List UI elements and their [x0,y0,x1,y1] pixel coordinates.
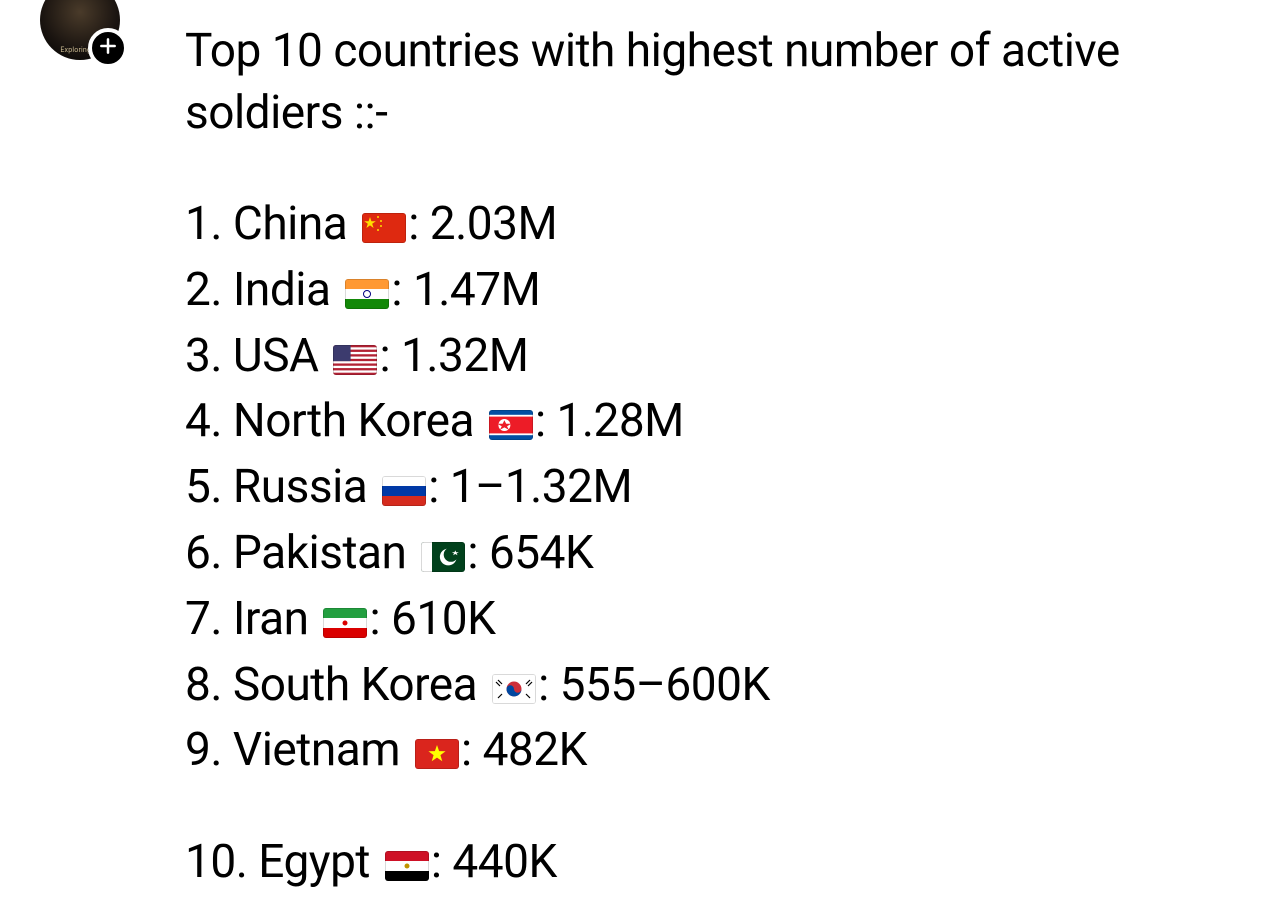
list-item: 9. Vietnam : 482K [185,718,1240,784]
country-name: USA [233,329,330,383]
country-name: Vietnam [233,723,411,777]
rank-number: 10. [185,835,258,889]
kr-flag-icon [492,674,536,704]
list-item: 6. Pakistan : 654K [185,521,1240,587]
soldier-count: 440K [452,835,556,889]
country-name: Russia [233,460,378,514]
soldier-count: 2.03M [430,197,557,251]
separator: : [538,658,560,712]
ir-flag-icon [323,608,367,638]
rank-number: 9. [185,723,233,777]
soldier-count: 654K [489,526,593,580]
country-name: Pakistan [233,526,417,580]
post-heading: Top 10 countries with highest number of … [185,20,1240,144]
list-item: 10. Egypt : 440K [185,830,1240,896]
country-list: 1. China : 2.03M2. India : 1.47M3. USA :… [185,192,1240,896]
vn-flag-icon [415,739,459,769]
kp-flag-icon [489,410,533,440]
list-item: 1. China : 2.03M [185,192,1240,258]
separator: : [431,835,453,889]
separator: : [408,197,430,251]
follow-add-button[interactable] [88,28,128,68]
list-item: 2. India : 1.47M [185,258,1240,324]
separator: : [535,394,557,448]
soldier-count: 1–1.32M [450,460,632,514]
country-name: Egypt [258,835,381,889]
pk-flag-icon [421,542,465,572]
plus-icon [98,36,118,60]
rank-number: 1. [185,197,233,251]
post-content: Top 10 countries with highest number of … [185,20,1240,896]
eg-flag-icon [385,851,429,881]
in-flag-icon [345,279,389,309]
list-item: 3. USA : 1.32M [185,324,1240,390]
country-name: North Korea [233,394,485,448]
list-item: 7. Iran : 610K [185,587,1240,653]
separator: : [461,723,483,777]
rank-number: 4. [185,394,233,448]
soldier-count: 1.32M [401,329,528,383]
list-item: 8. South Korea : 555–600K [185,653,1240,719]
soldier-count: 482K [483,723,587,777]
country-name: India [233,263,341,317]
ru-flag-icon [382,476,426,506]
list-gap [185,784,1240,830]
us-flag-icon [333,345,377,375]
separator: : [428,460,450,514]
country-name: Iran [233,592,320,646]
list-item: 5. Russia : 1–1.32M [185,455,1240,521]
separator: : [391,263,413,317]
avatar-container[interactable]: Exploring th [40,0,120,60]
list-item: 4. North Korea : 1.28M [185,389,1240,455]
rank-number: 8. [185,658,233,712]
cn-flag-icon [362,213,406,243]
separator: : [379,329,401,383]
soldier-count: 555–600K [560,658,770,712]
soldier-count: 610K [391,592,495,646]
separator: : [467,526,489,580]
soldier-count: 1.28M [557,394,684,448]
rank-number: 2. [185,263,233,317]
separator: : [369,592,391,646]
rank-number: 7. [185,592,233,646]
rank-number: 3. [185,329,233,383]
country-name: China [233,197,358,251]
country-name: South Korea [233,658,488,712]
soldier-count: 1.47M [413,263,540,317]
rank-number: 5. [185,460,233,514]
rank-number: 6. [185,526,233,580]
